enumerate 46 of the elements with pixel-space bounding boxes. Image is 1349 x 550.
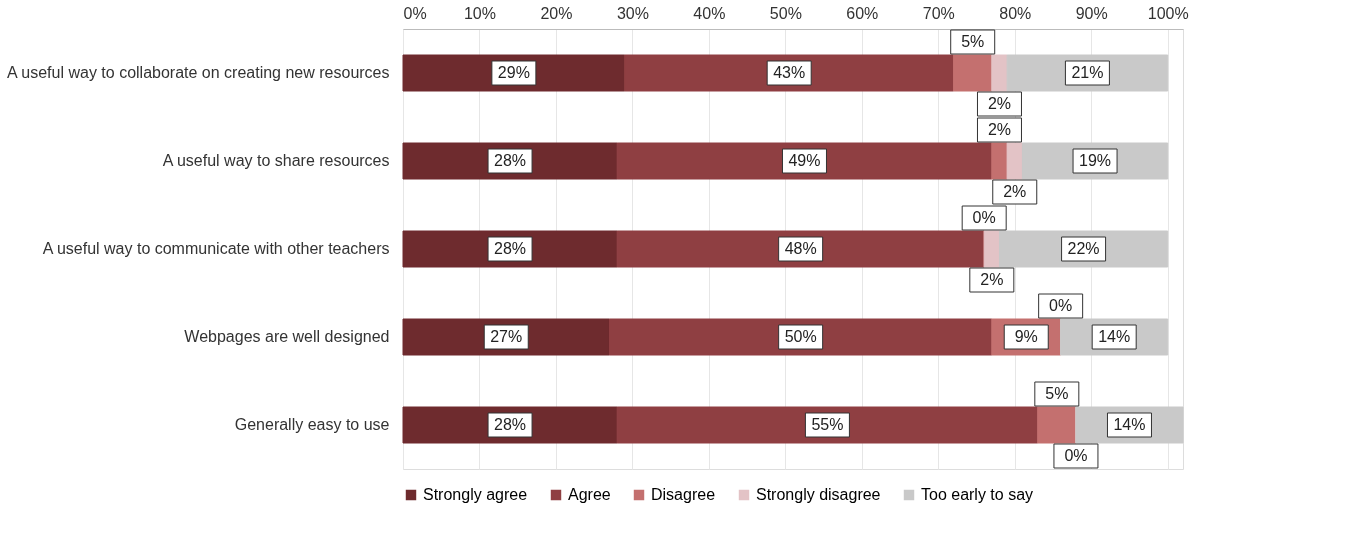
x-tick-label: 30% <box>616 4 649 22</box>
x-tick-label: 70% <box>922 4 955 22</box>
x-tick-label: 40% <box>693 4 726 22</box>
data-label: 2% <box>1003 183 1027 200</box>
data-label: 0% <box>972 209 996 226</box>
x-tick-label: 50% <box>769 4 802 22</box>
data-label: 5% <box>961 33 985 50</box>
data-label: 2% <box>987 121 1012 138</box>
x-tick-label: 60% <box>846 4 879 22</box>
data-label: 29% <box>497 64 530 81</box>
data-label: 28% <box>494 240 527 257</box>
y-tick-label: A useful way to collaborate on creating new resources <box>7 64 390 81</box>
x-tick-label: 10% <box>463 4 496 22</box>
data-label: 2% <box>987 95 1012 112</box>
data-label: 14% <box>1098 328 1131 345</box>
data-label: 28% <box>494 152 527 169</box>
data-label: 5% <box>1045 385 1069 402</box>
y-tick-label: A useful way to communicate with other teachers <box>42 240 390 257</box>
data-label: 21% <box>1071 64 1104 81</box>
data-label: 19% <box>1079 152 1112 169</box>
data-label: 27% <box>490 328 523 345</box>
x-tick-label: 90% <box>1075 4 1108 22</box>
data-label: 43% <box>773 64 806 81</box>
data-label: 2% <box>980 271 1004 288</box>
y-tick-label: A useful way to share resources <box>162 152 390 169</box>
legend-label: Disagree <box>651 486 716 503</box>
legend-label: Agree <box>568 486 611 503</box>
data-label: 48% <box>784 240 817 257</box>
legend-label: Strongly agree <box>423 486 528 503</box>
x-tick-label: 80% <box>999 4 1032 22</box>
legend-label: Strongly disagree <box>756 486 881 503</box>
data-label: 55% <box>811 416 844 433</box>
y-tick-label: Generally easy to use <box>234 416 390 433</box>
x-tick-label: 100% <box>1147 4 1189 22</box>
data-label: 28% <box>494 416 527 433</box>
data-label: 22% <box>1067 240 1100 257</box>
data-label: 0% <box>1064 447 1088 464</box>
y-tick-label: Webpages are well designed <box>184 328 390 345</box>
data-label: 14% <box>1113 416 1146 433</box>
x-tick-label: 20% <box>540 4 573 22</box>
data-label: 0% <box>1049 297 1073 314</box>
data-label: 50% <box>784 328 817 345</box>
x-tick-label: 0% <box>403 4 427 22</box>
legend-label: Too early to say <box>921 486 1034 503</box>
data-label: 9% <box>1014 328 1038 345</box>
data-label: 49% <box>788 152 821 169</box>
